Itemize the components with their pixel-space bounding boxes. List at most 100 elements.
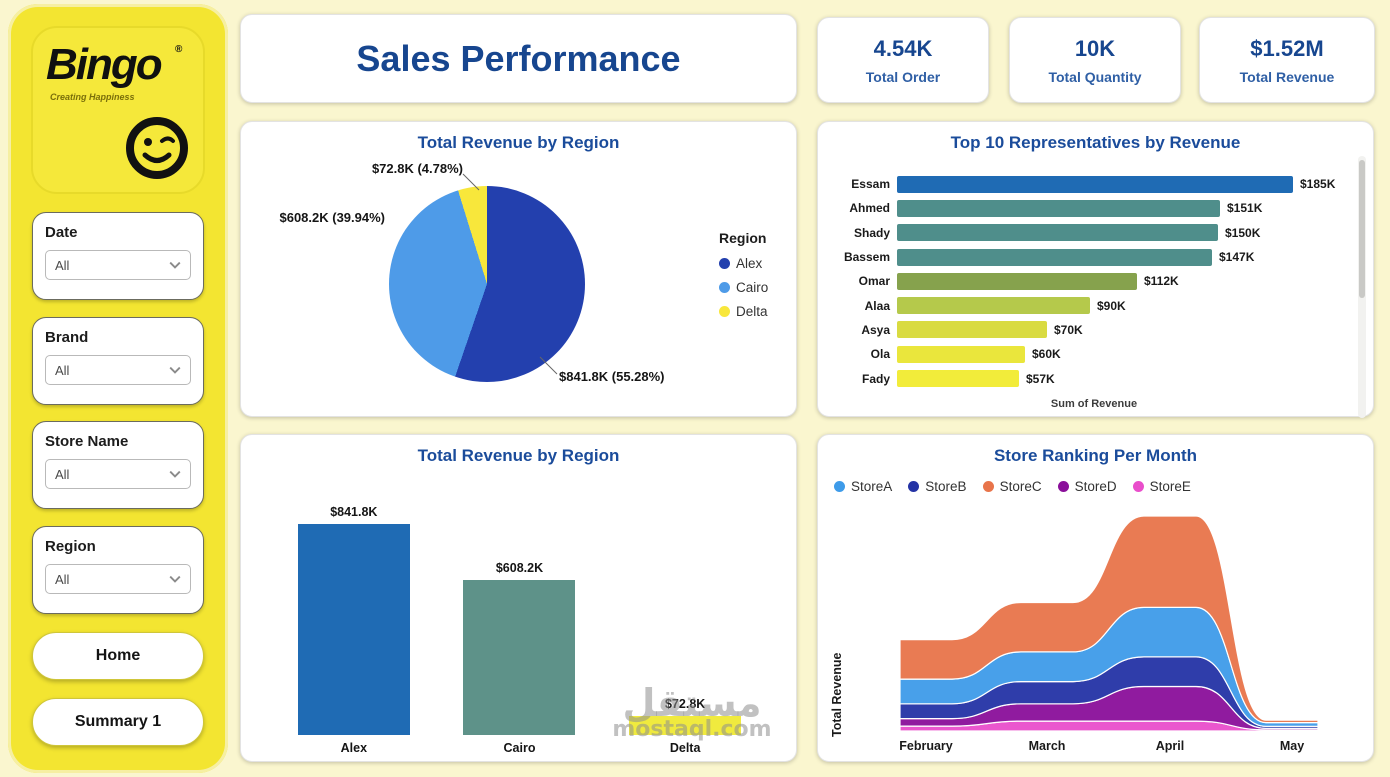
logo-tagline: Creating Happiness: [50, 92, 135, 102]
kpi-label: Total Quantity: [1048, 68, 1142, 85]
bar-category: Alaa: [864, 298, 890, 313]
bar-category: Omar: [858, 274, 890, 289]
bar[interactable]: [897, 175, 1293, 193]
bar[interactable]: [897, 297, 1090, 315]
bar[interactable]: [897, 321, 1047, 339]
ribbon-chart-title: Store Ranking Per Month: [993, 446, 1198, 465]
legend-dot: [1132, 481, 1144, 492]
bar[interactable]: [897, 224, 1218, 242]
bar-value: $112K: [1144, 274, 1179, 289]
bar[interactable]: [897, 248, 1212, 266]
kpi-total-order: 4.54K Total Order: [817, 17, 989, 103]
scrollbar-thumb[interactable]: [1359, 160, 1365, 298]
date-dropdown-value: All: [55, 257, 70, 273]
ribbon-svg[interactable]: [868, 495, 1328, 745]
pie-label-delta: $72.8K (4.78%): [371, 161, 463, 176]
legend-label: StoreB: [925, 479, 967, 494]
bar-category: Ahmed: [849, 201, 890, 216]
legend-item[interactable]: Delta: [719, 304, 768, 319]
legend-label: Alex: [736, 256, 763, 271]
store-name-dropdown[interactable]: All: [45, 459, 191, 489]
legend-item[interactable]: Cairo: [719, 280, 768, 295]
ribbon-series-StoreC[interactable]: [899, 515, 1319, 724]
brand-dropdown[interactable]: All: [45, 355, 191, 385]
bar-value: $151K: [1227, 201, 1263, 216]
pie-legend: Region Alex Cairo Delta: [719, 230, 768, 328]
pie-card: Total Revenue by Region $72.8K (4.78%) $…: [240, 121, 797, 417]
column[interactable]: $841.8K Alex: [297, 505, 410, 757]
store-name-dropdown-value: All: [55, 466, 70, 482]
page-title: Sales Performance: [356, 37, 681, 79]
title-card: Sales Performance: [240, 14, 797, 103]
filter-brand: Brand All: [32, 317, 204, 405]
chevron-down-icon: [169, 366, 181, 374]
column-bar[interactable]: [463, 580, 576, 735]
bar-row[interactable]: Fady $57K: [832, 366, 1346, 390]
legend-label: Delta: [736, 304, 768, 319]
summary-1-button[interactable]: Summary 1: [32, 698, 204, 746]
ribbon-legend: StoreA StoreB StoreC StoreD StoreE: [834, 479, 1191, 494]
column-bar[interactable]: [297, 524, 410, 736]
legend-dot: [719, 258, 730, 269]
legend-label: StoreE: [1149, 479, 1191, 494]
column-bar[interactable]: [629, 716, 742, 735]
registered-mark: ®: [175, 44, 183, 55]
pie-label-cairo: $608.2K (39.94%): [279, 210, 385, 225]
bar-category: Ola: [870, 347, 890, 362]
column[interactable]: $608.2K Cairo: [463, 505, 576, 757]
bar-row[interactable]: Shady $150K: [832, 221, 1346, 245]
bar-row[interactable]: Alaa $90K: [832, 293, 1346, 317]
chevron-down-icon: [169, 470, 181, 478]
kpi-value: 4.54K: [873, 35, 933, 61]
ribbon-card: Store Ranking Per Month StoreA StoreB Stor…: [817, 434, 1374, 762]
bar-row[interactable]: Ahmed $151K: [832, 196, 1346, 220]
column-value: $72.8K: [664, 697, 706, 711]
legend-label: StoreA: [851, 479, 893, 494]
kpi-label: Total Revenue: [1239, 68, 1335, 85]
legend-item[interactable]: StoreD: [1057, 479, 1117, 494]
bar-category: Bassem: [843, 250, 890, 265]
home-button[interactable]: Home: [32, 632, 204, 680]
legend-item[interactable]: StoreB: [908, 479, 967, 494]
bar[interactable]: [897, 370, 1019, 388]
bar-row[interactable]: Omar $112K: [832, 269, 1346, 293]
column-value: $608.2K: [495, 561, 544, 575]
filter-brand-label: Brand: [45, 329, 89, 346]
filter-store-name-label: Store Name: [45, 433, 129, 450]
kpi-label: Total Order: [865, 68, 941, 85]
bar-category: Asya: [861, 322, 890, 337]
filter-region-label: Region: [45, 538, 96, 555]
bar-row[interactable]: Bassem $147K: [832, 245, 1346, 269]
x-axis-title: Sum of Revenue: [1050, 398, 1138, 410]
date-dropdown[interactable]: All: [45, 250, 191, 280]
bar[interactable]: [897, 272, 1137, 290]
column[interactable]: $72.8K Delta: [629, 505, 742, 757]
legend-item[interactable]: StoreE: [1132, 479, 1191, 494]
legend-item[interactable]: StoreC: [982, 479, 1042, 494]
region-dropdown[interactable]: All: [45, 564, 191, 594]
legend-item[interactable]: StoreA: [834, 479, 892, 494]
sidebar: Bingo ® Creating Happiness Date All Bran…: [8, 4, 228, 773]
pie-chart[interactable]: [389, 186, 585, 382]
bar[interactable]: [897, 199, 1220, 217]
bar[interactable]: [897, 345, 1025, 363]
bar-row[interactable]: Essam $185K: [832, 172, 1346, 196]
y-axis-title: Total Revenue: [830, 652, 844, 737]
chevron-down-icon: [169, 575, 181, 583]
filter-date: Date All: [32, 212, 204, 300]
bar-value: $57K: [1026, 371, 1055, 386]
rep-bar-rows: Essam $185K Ahmed $151K Shady $150K Bassem $147…: [832, 172, 1346, 391]
bar-row[interactable]: Asya $70K: [832, 318, 1346, 342]
bar-value: $90K: [1097, 298, 1126, 313]
brand-dropdown-value: All: [55, 362, 70, 378]
bar-category: Shady: [853, 225, 890, 240]
kpi-value: $1.52M: [1250, 35, 1324, 61]
legend-dot: [719, 306, 730, 317]
legend-item[interactable]: Alex: [719, 256, 768, 271]
column-category: Alex: [340, 741, 368, 756]
bar-row[interactable]: Ola $60K: [832, 342, 1346, 366]
bar-value: $150K: [1225, 225, 1261, 240]
kpi-value: 10K: [1074, 35, 1116, 61]
pie-legend-items: Alex Cairo Delta: [719, 256, 768, 319]
scrollbar[interactable]: [1358, 156, 1366, 418]
